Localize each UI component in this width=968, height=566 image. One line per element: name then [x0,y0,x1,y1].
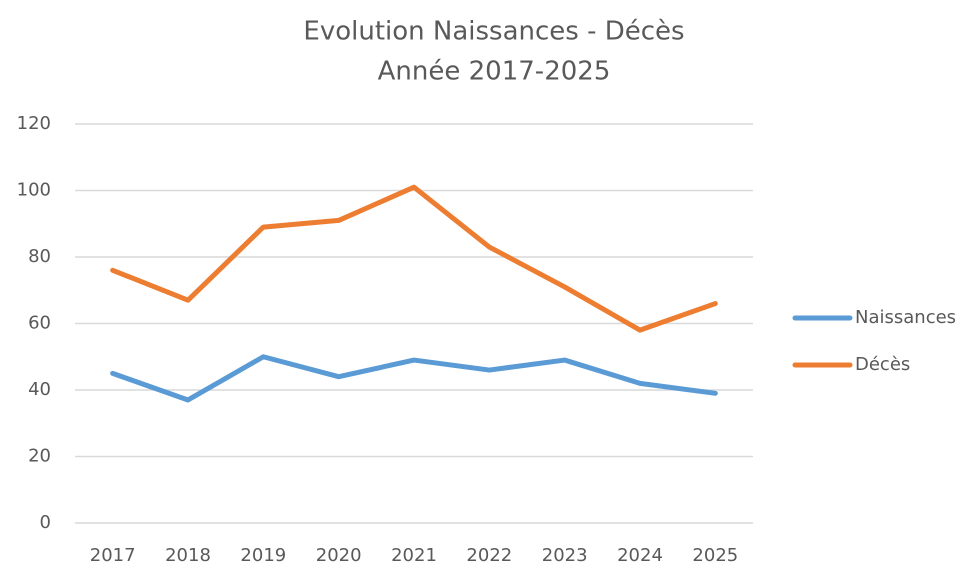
y-tick-label: 100 [17,180,51,201]
x-tick-label: 2025 [692,545,738,566]
x-tick-label: 2018 [165,545,211,566]
x-tick-label: 2021 [391,545,437,566]
series-line [110,354,718,403]
x-tick-label: 2023 [542,545,588,566]
y-tick-label: 20 [28,446,51,467]
legend-label: Décès [855,354,910,375]
x-tick-label: 2017 [90,545,136,566]
y-tick-label: 120 [17,113,51,134]
y-tick-label: 60 [28,313,51,334]
x-tick-label: 2024 [617,545,663,566]
x-tick-label: 2020 [316,545,362,566]
y-tick-label: 80 [28,246,51,267]
y-tick-label: 0 [40,512,51,533]
y-tick-label: 40 [28,379,51,400]
series-line [110,184,718,333]
chart-subtitle: Année 2017-2025 [378,57,611,87]
x-tick-label: 2022 [466,545,512,566]
x-tick-label: 2019 [240,545,286,566]
legend-label: Naissances [855,307,956,328]
chart-title: Evolution Naissances - Décès [303,17,684,47]
